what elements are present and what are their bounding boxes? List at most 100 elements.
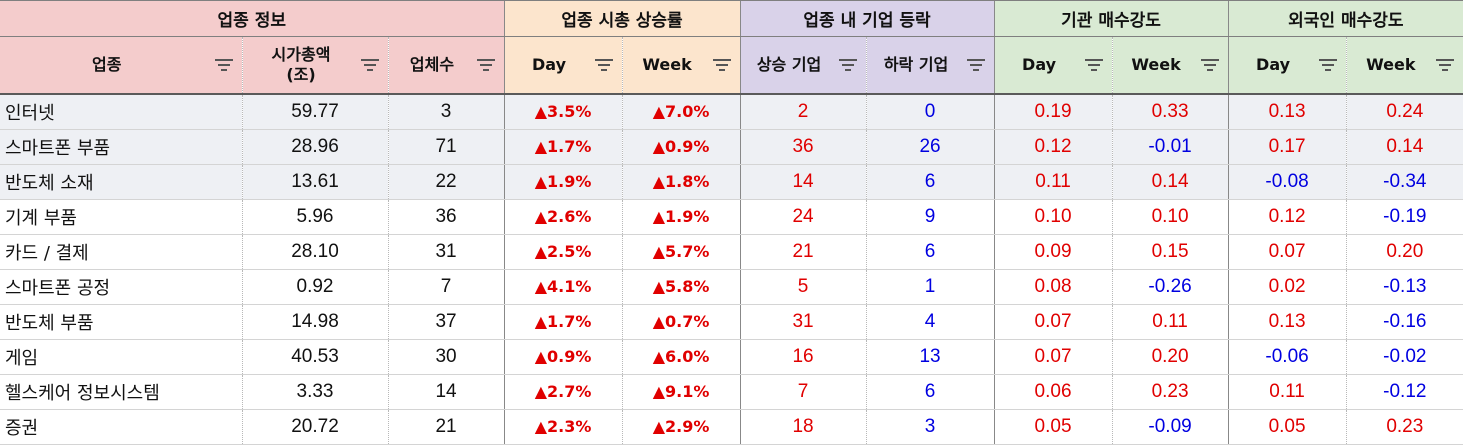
cell-cap: 28.10 [241, 234, 388, 270]
cell-down: 6 [865, 234, 995, 270]
cell-sector: 헬스케어 정보시스템 [0, 374, 242, 410]
col-header-for-day: Day [1227, 36, 1347, 95]
filter-icon[interactable] [1084, 58, 1104, 72]
col-header-cap-week: Week [621, 36, 741, 95]
cell-sector: 카드 / 결제 [0, 234, 242, 270]
group-header-row: 업종 정보 업종 시총 상승률 업종 내 기업 등락 기관 매수강도 외국인 매… [0, 0, 1463, 37]
table-row: 카드 / 결제 28.10 31 ▲2.5% ▲5.7% 21 6 0.09 0.15 0.07 0… [0, 234, 1463, 270]
cell-count: 36 [387, 199, 505, 235]
col-header-market-cap-label: 시가총액 (조) [272, 45, 331, 85]
cell-inst-day: 0.10 [993, 199, 1113, 235]
filter-icon[interactable] [1200, 58, 1220, 72]
cell-cap-week: ▲9.1% [621, 374, 741, 410]
cell-cap: 5.96 [241, 199, 388, 235]
cell-sector: 인터넷 [0, 93, 242, 130]
cell-cap-day: ▲2.6% [503, 199, 623, 235]
cell-down: 13 [865, 339, 995, 375]
cell-inst-day: 0.11 [993, 164, 1113, 200]
cell-down: 6 [865, 164, 995, 200]
cell-inst-week: -0.26 [1111, 269, 1229, 305]
col-header-companies: 업체수 [387, 36, 505, 95]
col-header-for-week-label: Week [1366, 54, 1416, 74]
cell-inst-day: 0.07 [993, 304, 1113, 340]
cell-cap: 3.33 [241, 374, 388, 410]
filter-icon[interactable] [966, 58, 986, 72]
table-row: 인터넷 59.77 3 ▲3.5% ▲7.0% 2 0 0.19 0.33 0.13 0.24 [0, 93, 1463, 130]
cell-for-week: 0.23 [1345, 409, 1463, 445]
cell-inst-day: 0.05 [993, 409, 1113, 445]
cell-cap-day: ▲1.9% [503, 164, 623, 200]
cell-for-week: 0.14 [1345, 129, 1463, 165]
cell-inst-day: 0.12 [993, 129, 1113, 165]
cell-sector: 스마트폰 공정 [0, 269, 242, 305]
cell-inst-week: 0.10 [1111, 199, 1229, 235]
cell-cap-week: ▲0.7% [621, 304, 741, 340]
cell-count: 3 [387, 93, 505, 130]
filter-icon[interactable] [476, 58, 496, 72]
cell-cap-week: ▲1.8% [621, 164, 741, 200]
cell-down: 3 [865, 409, 995, 445]
cell-inst-day: 0.08 [993, 269, 1113, 305]
group-sector-info: 업종 정보 [0, 0, 505, 37]
cell-for-week: 0.20 [1345, 234, 1463, 270]
cell-up: 14 [739, 164, 867, 200]
market-cap-label-line2: (조) [286, 64, 316, 84]
cell-cap-week: ▲2.9% [621, 409, 741, 445]
cell-inst-week: 0.33 [1111, 93, 1229, 130]
cell-up: 36 [739, 129, 867, 165]
table-row: 반도체 소재 13.61 22 ▲1.9% ▲1.8% 14 6 0.11 0.14 -0.08-… [0, 164, 1463, 200]
cell-count: 14 [387, 374, 505, 410]
cell-down: 1 [865, 269, 995, 305]
cell-for-day: -0.06 [1227, 339, 1347, 375]
cell-for-day: 0.13 [1227, 304, 1347, 340]
cell-sector: 기계 부품 [0, 199, 242, 235]
cell-cap-day: ▲2.3% [503, 409, 623, 445]
cell-inst-day: 0.09 [993, 234, 1113, 270]
filter-icon[interactable] [594, 58, 614, 72]
col-header-cap-week-label: Week [642, 54, 692, 74]
cell-for-week: -0.12 [1345, 374, 1463, 410]
cell-sector: 게임 [0, 339, 242, 375]
col-header-inst-day-label: Day [1022, 54, 1057, 74]
col-header-inst-week: Week [1111, 36, 1229, 95]
cell-inst-day: 0.07 [993, 339, 1113, 375]
table-row: 증권 20.72 21 ▲2.3% ▲2.9% 18 3 0.05 -0.09 0.05 0.23 [0, 409, 1463, 445]
cell-inst-week: 0.15 [1111, 234, 1229, 270]
cell-up: 5 [739, 269, 867, 305]
filter-icon[interactable] [360, 58, 380, 72]
filter-icon[interactable] [712, 58, 732, 72]
market-cap-label-line1: 시가총액 [271, 44, 331, 64]
cell-up: 31 [739, 304, 867, 340]
group-institution-strength: 기관 매수강도 [993, 0, 1229, 37]
filter-icon[interactable] [838, 58, 858, 72]
cell-for-day: 0.07 [1227, 234, 1347, 270]
col-header-falling: 하락 기업 [865, 36, 995, 95]
filter-icon[interactable] [1318, 58, 1338, 72]
cell-up: 18 [739, 409, 867, 445]
cell-for-day: 0.02 [1227, 269, 1347, 305]
cell-down: 26 [865, 129, 995, 165]
filter-icon[interactable] [1435, 58, 1455, 72]
cell-for-week: 0.24 [1345, 93, 1463, 130]
table-row: 스마트폰 부품 28.96 71 ▲1.7% ▲0.9% 36 26 0.12 -0.01 0.1… [0, 129, 1463, 165]
cell-cap-day: ▲3.5% [503, 93, 623, 130]
group-firm-change: 업종 내 기업 등락 [739, 0, 995, 37]
cell-count: 21 [387, 409, 505, 445]
cell-cap: 28.96 [241, 129, 388, 165]
cell-cap-week: ▲5.7% [621, 234, 741, 270]
cell-count: 37 [387, 304, 505, 340]
cell-for-week: -0.13 [1345, 269, 1463, 305]
cell-cap-week: ▲6.0% [621, 339, 741, 375]
cell-up: 7 [739, 374, 867, 410]
filter-icon[interactable] [214, 58, 234, 72]
cell-inst-week: 0.11 [1111, 304, 1229, 340]
cell-cap-day: ▲0.9% [503, 339, 623, 375]
table-row: 헬스케어 정보시스템 3.33 14 ▲2.7% ▲9.1% 7 6 0.06 0.23 0.11… [0, 374, 1463, 410]
col-header-rising: 상승 기업 [739, 36, 867, 95]
cell-cap: 40.53 [241, 339, 388, 375]
cell-cap-week: ▲0.9% [621, 129, 741, 165]
cell-sector: 반도체 부품 [0, 304, 242, 340]
cell-cap-day: ▲2.7% [503, 374, 623, 410]
col-header-inst-day: Day [993, 36, 1113, 95]
